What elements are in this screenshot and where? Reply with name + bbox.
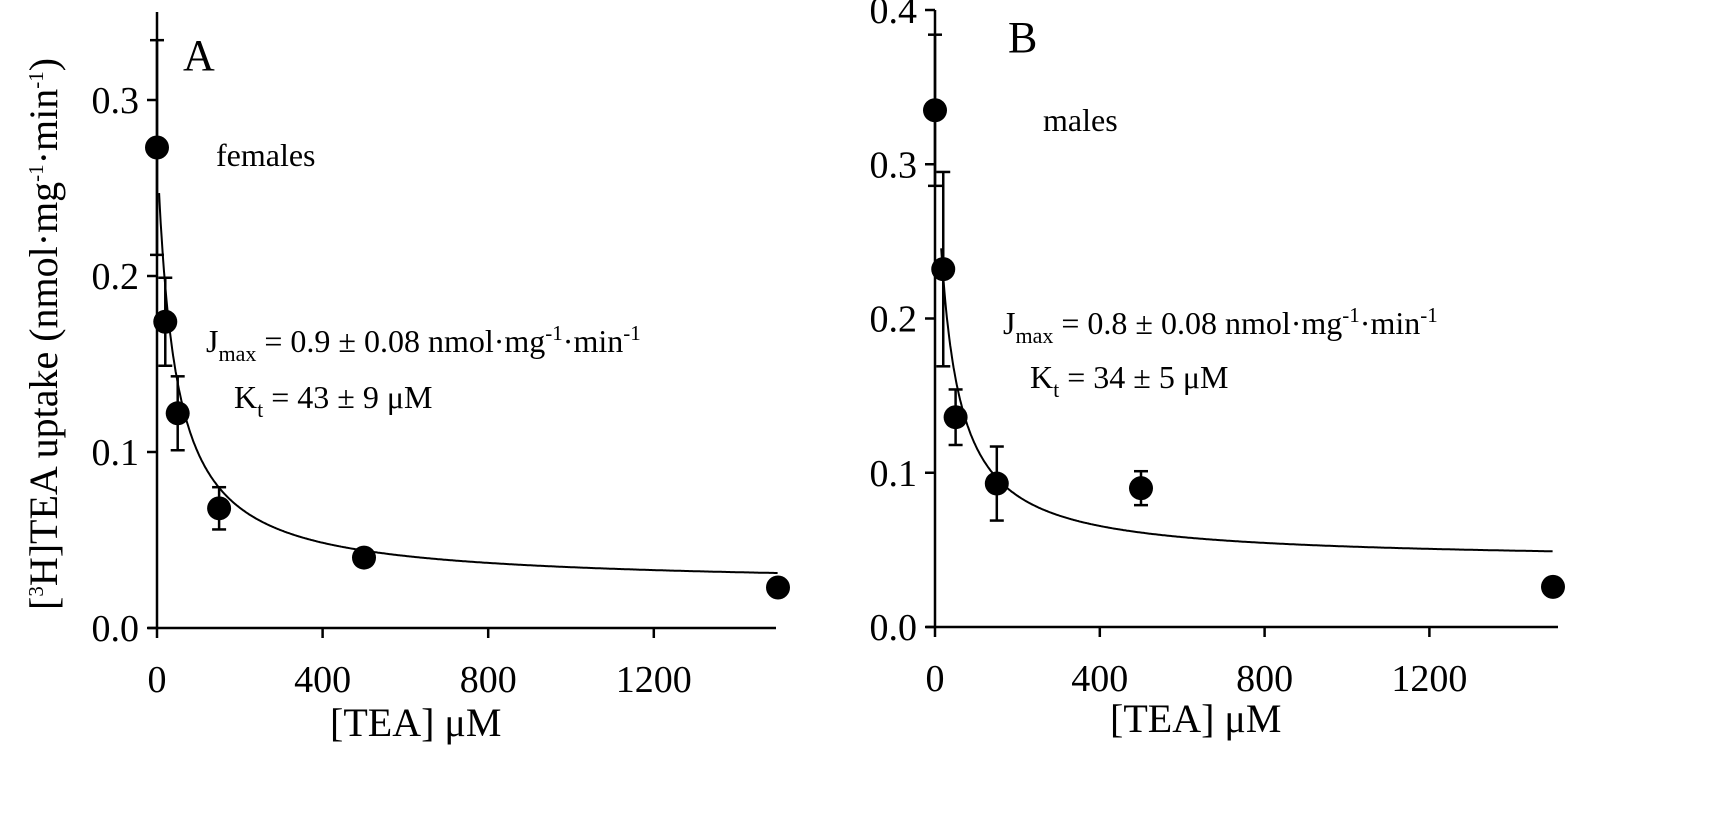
panel-a-fit-curve — [158, 193, 778, 574]
panel-a-data-point — [352, 545, 376, 570]
panel-a: 0 400 800 1200 0.0 0.1 0.2 0.3 A [TEA] μM femal… — [21, 12, 790, 745]
panel-a-y-axis-label: [3H]TEA uptake (nmol·mg-1·min-1) — [21, 58, 66, 610]
panel-b-y-tick-label: 0.4 — [870, 0, 918, 32]
panel-b-data-point — [931, 257, 956, 282]
panel-b-x-tick-label: 400 — [1071, 658, 1128, 700]
panel-a-x-tick-label: 1200 — [616, 659, 692, 701]
panel-b-data-point — [984, 471, 1009, 496]
panel-a-letter: A — [183, 31, 215, 80]
panel-b-kt-annotation: Kt = 34 ± 5 μM — [1030, 359, 1228, 402]
panel-b-y-tick-label: 0.0 — [870, 607, 918, 649]
panel-a-x-tick-label: 400 — [294, 659, 351, 701]
panel-a-x-tick-label: 800 — [460, 659, 517, 701]
panel-b-y-tick-label: 0.3 — [870, 144, 918, 186]
panel-a-data-point — [207, 496, 232, 521]
panel-b-data-point — [1541, 574, 1565, 599]
panel-b-x-tick-label: 1200 — [1391, 658, 1467, 700]
panel-a-data-point — [145, 135, 169, 160]
panel-a-x-axis-label: [TEA] μM — [330, 700, 501, 745]
panel-b-x-tick-label: 800 — [1236, 658, 1293, 700]
panel-b-data-point — [943, 405, 968, 430]
panel-b-group-label: males — [1043, 102, 1118, 138]
panel-a-data-point — [153, 309, 178, 334]
panel-a-data-point — [766, 575, 790, 600]
panel-b-letter: B — [1008, 13, 1037, 62]
panel-a-y-tick-label: 0.2 — [92, 256, 140, 298]
panel-b-fit-curve — [940, 248, 1553, 553]
panel-a-y-tick-label: 0.1 — [92, 432, 140, 474]
panel-a-x-tick-label: 0 — [148, 659, 167, 701]
panel-b-y-tick-label: 0.2 — [870, 299, 918, 341]
panel-b-jmax-annotation: Jmax = 0.8 ± 0.08 nmol·mg-1·min-1 — [1003, 303, 1438, 348]
panel-b-x-tick-label: 0 — [926, 658, 945, 700]
panel-a-kt-annotation: Kt = 43 ± 9 μM — [234, 379, 432, 422]
panel-a-group-label: females — [216, 137, 316, 173]
panel-b: 0 400 800 1200 0.0 0.1 0.2 0.3 0.4 B [TEA] μM ma… — [870, 0, 1565, 741]
panel-b-x-axis-label: [TEA] μM — [1110, 696, 1281, 741]
panel-a-y-tick-label: 0.0 — [92, 608, 140, 650]
panel-a-data-point — [165, 401, 190, 426]
panel-b-data-point — [923, 98, 947, 123]
panel-b-data-point — [1129, 476, 1153, 501]
panel-a-jmax-annotation: Jmax = 0.9 ± 0.08 nmol·mg-1·min-1 — [206, 321, 641, 366]
panel-b-y-tick-label: 0.1 — [870, 453, 918, 495]
panel-a-y-tick-label: 0.3 — [92, 80, 140, 122]
